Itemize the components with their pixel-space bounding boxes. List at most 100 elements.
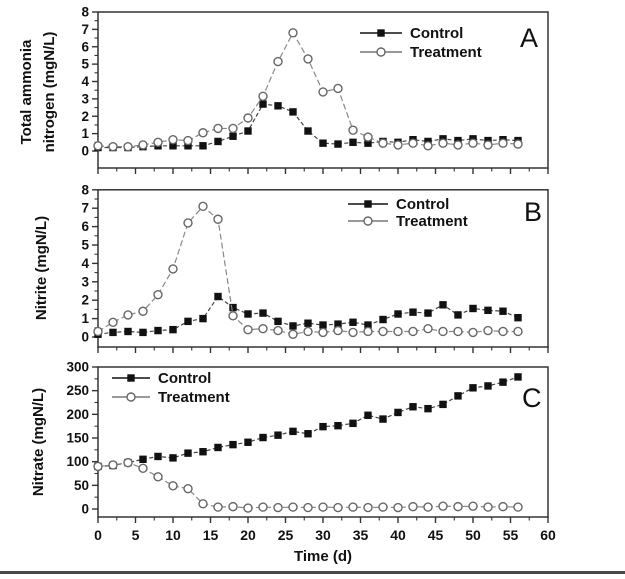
marker-open-circle xyxy=(213,214,223,224)
marker-filled-square xyxy=(319,422,327,431)
y-tick-label: 150 xyxy=(66,431,89,446)
y-axis-title: nitrogen (mgN/L) xyxy=(41,32,58,153)
marker-open-circle xyxy=(93,461,103,472)
marker-open-circle xyxy=(93,326,103,337)
marker-filled-square xyxy=(394,310,402,318)
marker-open-circle xyxy=(243,113,253,123)
y-tick-label: 200 xyxy=(66,407,89,422)
marker-filled-square xyxy=(379,415,387,423)
marker-open-circle xyxy=(213,123,223,134)
marker-filled-square xyxy=(124,327,132,336)
marker-open-circle xyxy=(288,28,298,38)
marker-open-circle xyxy=(333,325,343,336)
x-axis-title: Time (d) xyxy=(294,548,352,565)
y-axis: 0 1 2 3 4 5 6 7 8 xyxy=(81,182,98,345)
legend-label-treatment: Treatment xyxy=(410,44,482,61)
marker-open-circle xyxy=(273,56,283,67)
marker-filled-square xyxy=(424,309,432,317)
marker-filled-square xyxy=(484,306,492,315)
marker-filled-square xyxy=(274,317,282,326)
y-tick-label: 250 xyxy=(66,383,89,398)
y-tick-label: 50 xyxy=(74,478,89,493)
marker-open-circle xyxy=(123,457,133,468)
marker-filled-square xyxy=(214,137,222,146)
x-tick-label: 50 xyxy=(465,527,481,543)
marker-open-circle xyxy=(438,138,448,148)
marker-filled-square xyxy=(499,378,507,386)
marker-open-circle xyxy=(468,138,478,148)
series-control xyxy=(94,292,522,338)
marker-open-circle xyxy=(138,306,148,316)
y-tick-label: 0 xyxy=(81,330,89,345)
marker-open-circle xyxy=(468,327,478,338)
marker-open-circle xyxy=(258,324,268,334)
x-tick-label: 60 xyxy=(540,527,556,543)
marker-open-circle xyxy=(333,83,343,94)
marker-open-circle xyxy=(243,503,253,513)
marker-filled-square xyxy=(244,310,252,318)
marker-filled-square xyxy=(499,307,507,315)
legend-marker-filled-square xyxy=(364,200,372,208)
marker-open-circle xyxy=(393,140,403,150)
marker-filled-square xyxy=(109,328,117,337)
panel-a: 0 1 2 3 4 5 6 7 8 Total ammonia nitrogen (mgN/L) Co… xyxy=(18,5,549,174)
y-axis-title: Nitrite (mgN/L) xyxy=(33,216,50,320)
y-tick-label: 5 xyxy=(81,57,89,72)
marker-open-circle xyxy=(513,502,523,512)
panel-c: 0 50 100 150 200 250 300 0 5 10 15 20 25 30 35 40 45 50 55… xyxy=(30,360,556,566)
marker-open-circle xyxy=(288,502,298,512)
marker-filled-square xyxy=(139,455,147,463)
panel-letter: A xyxy=(520,23,538,53)
marker-open-circle xyxy=(453,501,463,512)
x-tick-label: 15 xyxy=(203,527,219,543)
marker-filled-square xyxy=(454,311,462,319)
marker-filled-square xyxy=(169,142,177,150)
legend-marker-filled-square xyxy=(127,374,135,382)
marker-filled-square xyxy=(184,317,192,326)
y-tick-label: 0 xyxy=(81,144,89,159)
marker-open-circle xyxy=(513,326,523,337)
marker-filled-square xyxy=(199,314,207,323)
x-tick-label: 55 xyxy=(503,527,519,543)
marker-filled-square xyxy=(154,452,162,461)
marker-open-circle xyxy=(378,138,388,148)
marker-filled-square xyxy=(349,318,357,326)
marker-open-circle xyxy=(153,289,163,300)
marker-filled-square xyxy=(334,140,342,148)
marker-filled-square xyxy=(469,304,477,313)
y-tick-label: 7 xyxy=(81,201,89,216)
marker-open-circle xyxy=(168,264,178,274)
marker-filled-square xyxy=(439,400,447,409)
marker-filled-square xyxy=(289,322,297,330)
marker-open-circle xyxy=(348,502,358,512)
marker-open-circle xyxy=(498,326,508,337)
marker-filled-square xyxy=(199,448,207,456)
series-line xyxy=(97,461,519,509)
marker-open-circle xyxy=(273,325,283,336)
y-tick-label: 8 xyxy=(81,5,89,20)
marker-open-circle xyxy=(393,502,403,513)
marker-open-circle xyxy=(423,141,433,151)
marker-open-circle xyxy=(483,502,493,512)
marker-open-circle xyxy=(363,132,373,142)
marker-open-circle xyxy=(168,481,178,491)
x-tick-label: 45 xyxy=(428,527,444,543)
marker-filled-square xyxy=(304,127,312,135)
marker-open-circle xyxy=(198,499,208,509)
series-treatment xyxy=(93,201,523,339)
marker-filled-square xyxy=(274,102,282,110)
marker-open-circle xyxy=(333,502,343,513)
y-tick-label: 6 xyxy=(81,219,89,234)
series-treatment xyxy=(93,457,523,513)
y-axis-title: Nitrate (mgN/L) xyxy=(30,388,47,496)
marker-filled-square xyxy=(229,440,237,449)
y-tick-label: 1 xyxy=(81,311,89,326)
marker-open-circle xyxy=(303,54,313,64)
marker-open-circle xyxy=(438,326,448,337)
marker-open-circle xyxy=(228,501,238,512)
marker-filled-square xyxy=(139,328,147,337)
marker-open-circle xyxy=(468,501,478,511)
